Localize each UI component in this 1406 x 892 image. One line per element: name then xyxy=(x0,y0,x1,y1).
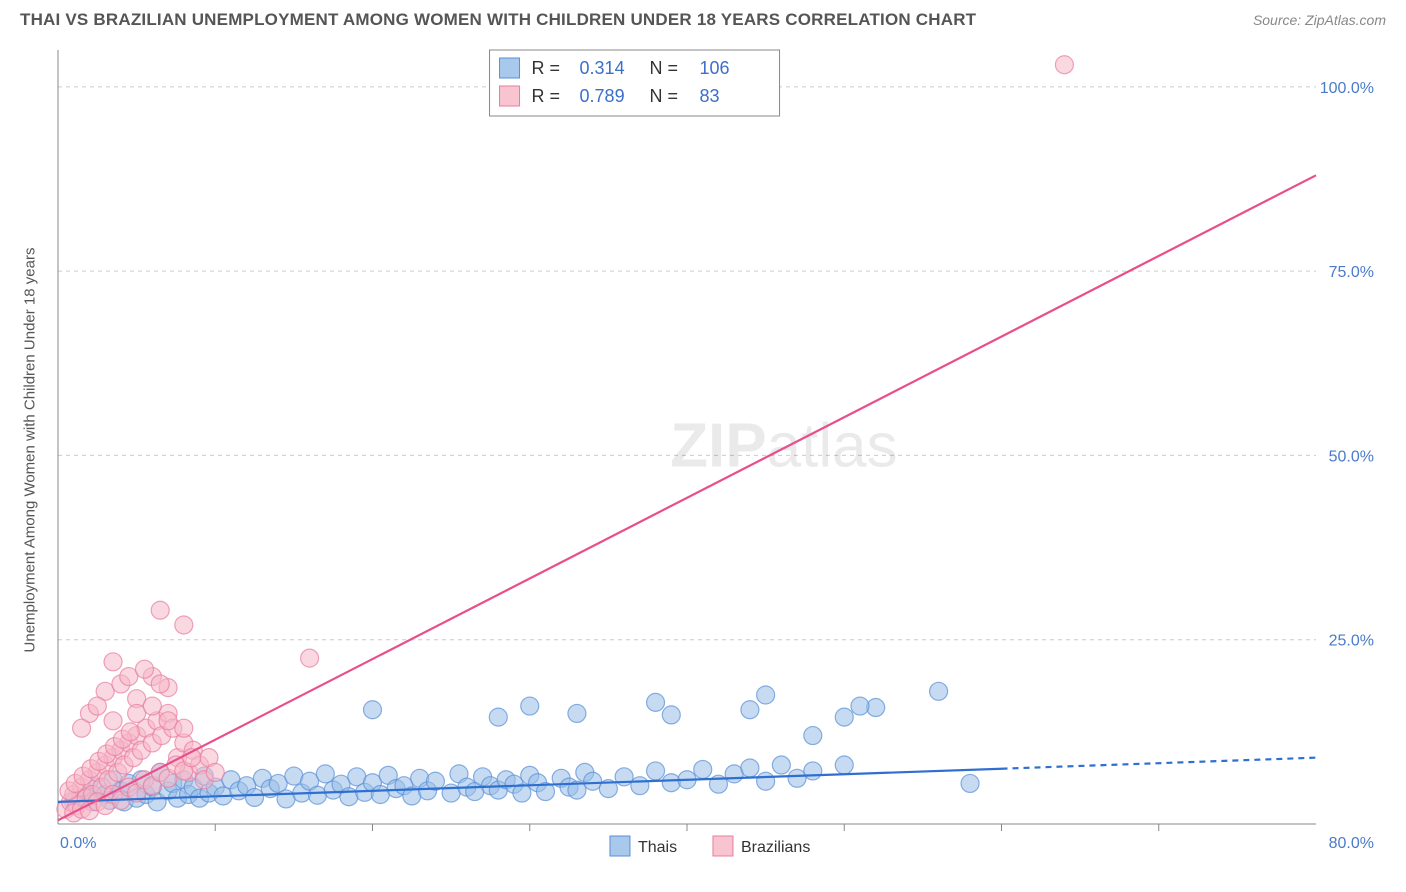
scatter-point xyxy=(121,723,139,741)
scatter-point xyxy=(835,756,853,774)
legend-swatch xyxy=(713,836,733,856)
scatter-point xyxy=(73,719,91,737)
scatter-point xyxy=(135,660,153,678)
correlation-r-value: 0.314 xyxy=(580,58,625,78)
chart-source: Source: ZipAtlas.com xyxy=(1253,12,1386,28)
y-tick-label: 25.0% xyxy=(1329,633,1374,650)
correlation-swatch xyxy=(500,58,520,78)
scatter-point xyxy=(757,686,775,704)
scatter-point xyxy=(835,708,853,726)
correlation-r-label: R = xyxy=(532,58,561,78)
x-tick-label: 0.0% xyxy=(60,835,96,852)
scatter-point xyxy=(662,706,680,724)
scatter-point xyxy=(489,708,507,726)
scatter-point xyxy=(647,693,665,711)
scatter-point xyxy=(851,697,869,715)
scatter-point xyxy=(151,675,169,693)
scatter-point xyxy=(804,762,822,780)
scatter-point xyxy=(662,774,680,792)
scatter-point xyxy=(316,765,334,783)
scatter-chart: 25.0% 50.0% 75.0% 100.0% 0.0% 80.0% ZIPatlas R … xyxy=(48,40,1386,860)
scatter-point xyxy=(364,701,382,719)
scatter-point xyxy=(175,719,193,737)
scatter-point xyxy=(521,697,539,715)
scatter-point xyxy=(647,762,665,780)
y-tick-label: 50.0% xyxy=(1329,448,1374,465)
correlation-r-label: R = xyxy=(532,86,561,106)
scatter-point xyxy=(206,763,224,781)
legend-label: Thais xyxy=(638,839,677,856)
scatter-point xyxy=(104,712,122,730)
y-tick-label: 75.0% xyxy=(1329,264,1374,281)
y-axis-label: Unemployment Among Women with Children U… xyxy=(22,248,39,653)
scatter-point xyxy=(772,756,790,774)
scatter-point xyxy=(568,704,586,722)
scatter-point xyxy=(694,760,712,778)
scatter-point xyxy=(930,682,948,700)
scatter-point xyxy=(246,788,264,806)
scatter-point xyxy=(804,727,822,745)
correlation-n-label: N = xyxy=(650,86,679,106)
watermark: ZIPatlas xyxy=(670,411,897,480)
scatter-point xyxy=(175,616,193,634)
correlation-n-label: N = xyxy=(650,58,679,78)
chart-title: THAI VS BRAZILIAN UNEMPLOYMENT AMONG WOM… xyxy=(20,10,976,30)
chart-container: Unemployment Among Women with Children U… xyxy=(48,40,1386,860)
scatter-point xyxy=(88,697,106,715)
legend-label: Brazilians xyxy=(741,839,810,856)
scatter-point xyxy=(151,601,169,619)
scatter-point xyxy=(757,772,775,790)
scatter-point xyxy=(143,697,161,715)
correlation-swatch xyxy=(500,86,520,106)
scatter-point xyxy=(301,649,319,667)
scatter-point xyxy=(741,701,759,719)
x-tick-label: 80.0% xyxy=(1329,835,1374,852)
scatter-point xyxy=(1055,56,1073,74)
scatter-point xyxy=(961,774,979,792)
scatter-point xyxy=(104,653,122,671)
scatter-point xyxy=(631,777,649,795)
scatter-point xyxy=(741,759,759,777)
correlation-n-value: 106 xyxy=(700,58,730,78)
correlation-r-value: 0.789 xyxy=(580,86,625,106)
correlation-n-value: 83 xyxy=(700,86,720,106)
y-tick-label: 100.0% xyxy=(1320,80,1374,97)
legend-swatch xyxy=(610,836,630,856)
